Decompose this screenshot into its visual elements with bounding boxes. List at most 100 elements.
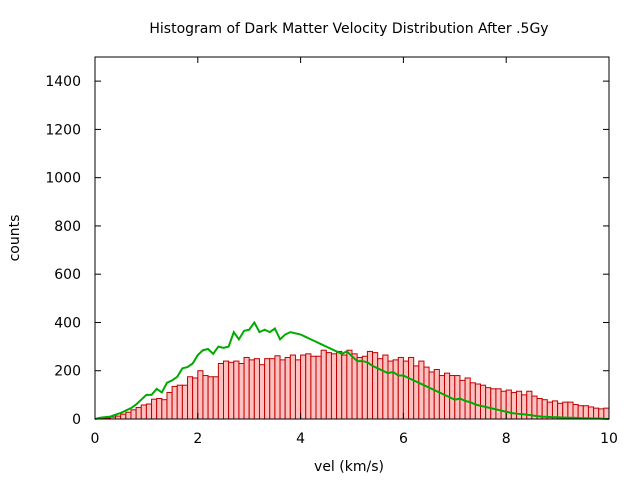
histogram-bar: [212, 376, 219, 420]
histogram-bar: [587, 406, 595, 420]
histogram-bar: [438, 375, 446, 420]
histogram-bar: [387, 360, 394, 420]
histogram-bar: [418, 360, 425, 420]
histogram-bar: [238, 362, 245, 420]
histogram-bar: [253, 358, 260, 420]
histogram-bar: [598, 408, 605, 420]
histogram-bar: [603, 407, 610, 420]
y-tick-label: 600: [54, 267, 81, 283]
histogram-bar: [485, 387, 492, 420]
histogram-bar: [300, 354, 307, 420]
histogram-bar: [582, 405, 589, 420]
histogram-bar: [120, 413, 127, 420]
y-tick-label: 1200: [45, 122, 81, 138]
y-axis-label: counts: [7, 215, 23, 262]
histogram-bar: [135, 406, 142, 420]
histogram-bar: [274, 355, 281, 420]
y-tick-label: 800: [54, 219, 81, 235]
histogram-bar: [336, 350, 343, 420]
histogram-bar: [320, 349, 327, 420]
x-axis-label: vel (km/s): [314, 459, 384, 475]
x-tick-label: 8: [502, 431, 511, 447]
histogram-bar: [402, 360, 410, 420]
histogram-bar: [192, 377, 199, 420]
histogram-bar: [382, 354, 389, 420]
histogram-bar: [202, 375, 209, 420]
histogram-bar: [279, 359, 286, 420]
y-axis-ticks: 0 200 400 600 800 1000 1200 1400: [45, 74, 609, 428]
histogram-bar: [145, 403, 153, 420]
histogram-bar: [510, 391, 517, 420]
histogram-bars: [99, 349, 610, 420]
histogram-bar: [217, 362, 225, 420]
x-tick-label: 4: [296, 431, 305, 447]
x-tick-label: 2: [193, 431, 202, 447]
histogram-bar: [310, 355, 317, 420]
histogram-bar: [228, 361, 235, 420]
histogram-bar: [505, 389, 512, 420]
histogram-bar: [361, 355, 368, 420]
histogram-bar: [577, 405, 584, 420]
histogram-bar: [166, 391, 173, 420]
histogram-bar: [130, 409, 137, 420]
x-tick-label: 6: [399, 431, 408, 447]
chart-title: Histogram of Dark Matter Velocity Distri…: [149, 21, 548, 37]
histogram-bar: [469, 382, 476, 420]
histogram-bar: [289, 354, 296, 420]
histogram-bar: [269, 358, 276, 420]
histogram-bar: [423, 366, 430, 420]
histogram-bar: [325, 352, 332, 420]
histogram-bar: [125, 411, 132, 420]
histogram-bar: [258, 364, 266, 420]
histogram-bar: [223, 360, 230, 420]
histogram-bar: [233, 360, 240, 420]
histogram-bar: [397, 356, 404, 420]
histogram-bar: [356, 356, 363, 420]
histogram-bar: [495, 388, 502, 420]
histogram-bar: [346, 349, 353, 420]
histogram-bar: [464, 377, 471, 420]
histogram-bar: [562, 401, 569, 420]
x-tick-label: 10: [600, 431, 618, 447]
histogram-bar: [330, 353, 338, 420]
histogram-bar: [187, 376, 194, 420]
histogram-bar: [567, 401, 574, 420]
x-axis-ticks: 0 2 4 6 8 10: [91, 57, 618, 447]
histogram-bar: [294, 359, 302, 420]
histogram-bar: [366, 350, 374, 420]
y-tick-label: 1400: [45, 74, 81, 90]
histogram-bar: [176, 384, 183, 420]
y-tick-label: 200: [54, 364, 81, 380]
y-tick-label: 400: [54, 315, 81, 331]
histogram-bar: [207, 376, 214, 420]
histogram-bar: [500, 390, 507, 420]
histogram-bar: [454, 375, 461, 420]
histogram-bar: [593, 407, 600, 420]
histogram-bar: [480, 384, 487, 420]
histogram-bar: [372, 352, 379, 420]
histogram-bar: [140, 404, 147, 420]
histogram-bar: [243, 356, 250, 420]
histogram-bar: [413, 365, 420, 420]
histogram-bar: [156, 397, 163, 420]
histogram-bar: [408, 356, 415, 420]
histogram-bar: [151, 398, 158, 420]
histogram-bar: [490, 388, 497, 420]
histogram-bar: [392, 359, 399, 420]
histogram-bar: [351, 353, 358, 420]
histogram-bar: [315, 355, 322, 420]
plot-frame: [94, 56, 610, 420]
histogram-bar: [433, 369, 440, 420]
histogram-bar: [428, 371, 435, 420]
histogram-bar: [474, 383, 481, 420]
y-tick-label: 0: [72, 412, 81, 428]
histogram-bar: [181, 384, 189, 420]
histogram-bar: [161, 399, 168, 420]
y-tick-label: 1000: [45, 171, 81, 187]
histogram-bar: [341, 354, 348, 420]
velocity-curve-line: [94, 320, 610, 420]
histogram-bar: [264, 358, 271, 420]
histogram-bar: [284, 356, 291, 420]
histogram-bar: [171, 385, 178, 420]
